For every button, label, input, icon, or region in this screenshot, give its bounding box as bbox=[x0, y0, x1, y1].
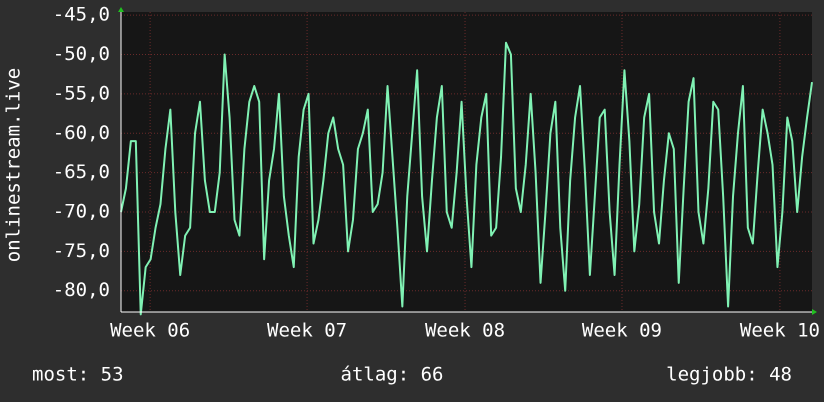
y-tick-label: -45,0 bbox=[53, 4, 110, 26]
y-tick-label: -50,0 bbox=[53, 43, 110, 65]
x-tick-label: Week 10 bbox=[740, 320, 820, 342]
footer-stat: legjobb: 48 bbox=[666, 364, 792, 386]
x-tick-label: Week 09 bbox=[582, 320, 662, 342]
x-tick-label: Week 08 bbox=[425, 320, 505, 342]
axis-arrow bbox=[118, 7, 124, 12]
axis-arrow bbox=[812, 309, 817, 315]
y-tick-label: -80,0 bbox=[53, 279, 110, 301]
y-tick-label: -60,0 bbox=[53, 122, 110, 144]
x-tick-label: Week 06 bbox=[110, 320, 190, 342]
y-tick-label: -65,0 bbox=[53, 161, 110, 183]
data-line bbox=[120, 41, 813, 316]
footer-stat: átlag: 66 bbox=[341, 364, 444, 386]
x-tick-label: Week 07 bbox=[267, 320, 347, 342]
y-tick-label: -55,0 bbox=[53, 82, 110, 104]
y-tick-label: -70,0 bbox=[53, 201, 110, 223]
y-tick-label: -75,0 bbox=[53, 240, 110, 262]
footer-stat: most: 53 bbox=[32, 364, 124, 386]
y-axis-label: onlinestream.live bbox=[3, 68, 25, 262]
